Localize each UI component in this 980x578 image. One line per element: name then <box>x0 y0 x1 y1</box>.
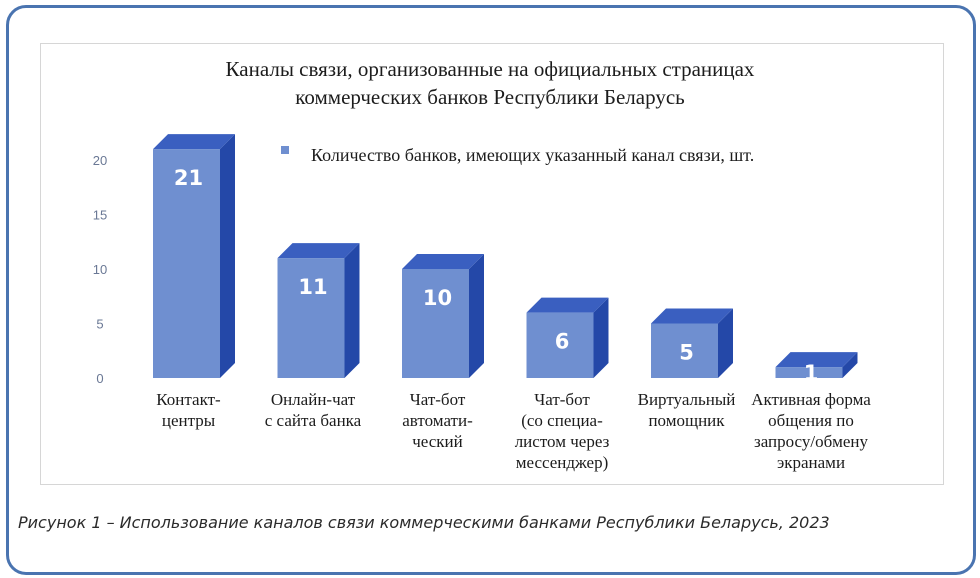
bar-side <box>842 352 858 378</box>
bar-side <box>344 243 360 378</box>
category-label: мессенджер) <box>516 453 609 472</box>
bar-top <box>402 254 484 269</box>
bar-value-label: 10 <box>423 286 452 310</box>
chart-title-line: Каналы связи, организованные на официаль… <box>226 57 755 81</box>
category-label: Виртуальный <box>638 390 736 409</box>
y-tick-label: 20 <box>93 153 107 168</box>
bar <box>402 269 469 378</box>
chart-title-line: коммерческих банков Республики Беларусь <box>295 85 684 109</box>
bar-value-label: 5 <box>679 341 694 365</box>
bar <box>277 258 345 378</box>
bar <box>153 149 220 378</box>
bar-top <box>277 243 360 259</box>
category-label: Онлайн-чат <box>271 390 356 409</box>
category-label: запросу/обмену <box>754 432 868 451</box>
category-label: Активная форма <box>751 390 871 409</box>
y-tick-label: 0 <box>96 371 103 386</box>
category-label: листом через <box>515 432 610 451</box>
category-label: Контакт- <box>156 390 221 409</box>
bar-value-label: 1 <box>804 361 819 385</box>
bar-side <box>220 134 235 378</box>
category-label: ческий <box>412 432 463 451</box>
bar <box>651 323 718 378</box>
bar-value-label: 11 <box>298 275 327 299</box>
legend-label: Количество банков, имеющих указанный кан… <box>311 145 754 165</box>
bar <box>775 367 843 378</box>
bar-value-label: 6 <box>555 330 570 354</box>
y-tick-label: 10 <box>93 262 107 277</box>
y-tick-label: 5 <box>96 317 103 332</box>
bar-top <box>153 134 235 150</box>
category-label: центры <box>162 411 216 430</box>
bar <box>526 312 594 378</box>
figure-caption: Рисунок 1 – Использование каналов связи … <box>18 513 830 532</box>
bar-value-label: 21 <box>174 166 203 190</box>
bar-top <box>775 352 858 368</box>
category-label: Чат-бот <box>534 390 590 409</box>
category-label: Чат-бот <box>410 390 466 409</box>
category-label: общения по <box>768 411 854 430</box>
category-label: экранами <box>777 453 845 472</box>
bar-top <box>651 308 733 324</box>
category-label: (со специа- <box>521 411 603 430</box>
category-label: с сайта банка <box>265 411 362 430</box>
bar-top <box>526 297 609 313</box>
category-label: автомати- <box>402 411 473 430</box>
bar-side <box>469 254 484 378</box>
bar-side <box>718 308 733 378</box>
bar-side <box>593 297 609 378</box>
y-tick-label: 15 <box>93 208 107 223</box>
category-label: помощник <box>648 411 725 430</box>
legend-marker <box>281 146 289 154</box>
